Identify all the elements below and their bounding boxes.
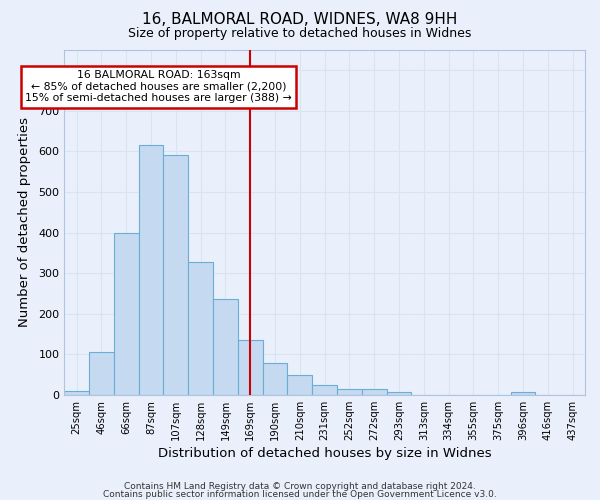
Text: 16, BALMORAL ROAD, WIDNES, WA8 9HH: 16, BALMORAL ROAD, WIDNES, WA8 9HH bbox=[142, 12, 458, 28]
Bar bbox=[139, 146, 163, 395]
Bar bbox=[337, 388, 362, 395]
Text: Contains public sector information licensed under the Open Government Licence v3: Contains public sector information licen… bbox=[103, 490, 497, 499]
Bar bbox=[188, 262, 213, 395]
Y-axis label: Number of detached properties: Number of detached properties bbox=[19, 118, 31, 328]
Bar bbox=[89, 352, 114, 395]
Text: 16 BALMORAL ROAD: 163sqm  
← 85% of detached houses are smaller (2,200)
15% of s: 16 BALMORAL ROAD: 163sqm ← 85% of detach… bbox=[25, 70, 292, 104]
Bar bbox=[386, 392, 412, 395]
Bar bbox=[64, 391, 89, 395]
Bar bbox=[213, 298, 238, 395]
Bar bbox=[263, 363, 287, 395]
Text: Contains HM Land Registry data © Crown copyright and database right 2024.: Contains HM Land Registry data © Crown c… bbox=[124, 482, 476, 491]
Bar bbox=[287, 374, 312, 395]
Bar bbox=[114, 232, 139, 395]
Bar bbox=[511, 392, 535, 395]
Bar bbox=[238, 340, 263, 395]
Text: Size of property relative to detached houses in Widnes: Size of property relative to detached ho… bbox=[128, 28, 472, 40]
Bar bbox=[163, 156, 188, 395]
X-axis label: Distribution of detached houses by size in Widnes: Distribution of detached houses by size … bbox=[158, 447, 491, 460]
Bar bbox=[362, 388, 386, 395]
Bar bbox=[312, 384, 337, 395]
